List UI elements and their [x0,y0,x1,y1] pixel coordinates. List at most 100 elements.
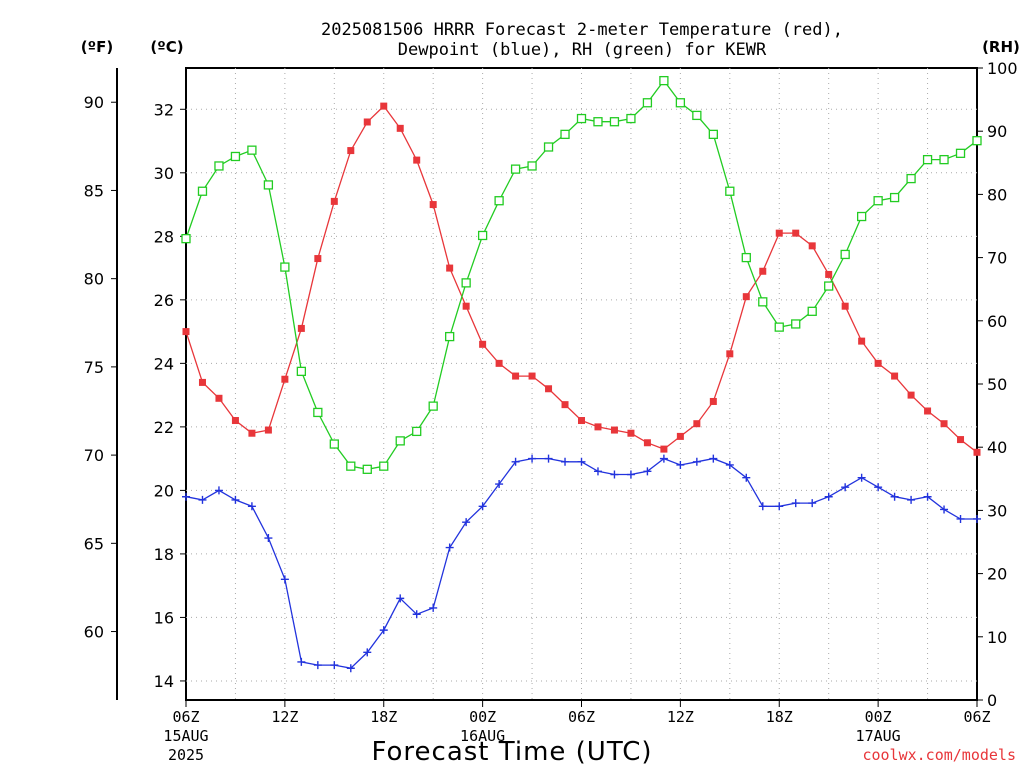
rh-axis-tick-label: 0 [987,691,997,710]
rh-point [774,322,784,332]
temperature-point [281,375,289,383]
dewpoint-point [610,470,619,479]
series-dewpoint [182,454,981,673]
dewpoint-point [857,473,866,482]
temperature-point [297,324,305,332]
temperature-point [495,359,503,367]
dewpoint-point [956,514,965,523]
temperature-point [693,420,701,428]
dewpoint-point [923,492,932,501]
temperature-point [545,385,553,393]
temperature-point [380,102,388,110]
temperature-point [808,242,816,250]
f-axis-tick-label: 75 [84,358,104,377]
x-axis-date-label: 15AUG [163,727,208,745]
rh-point [461,278,471,288]
temperature-point [676,432,684,440]
temperature-point [347,147,355,155]
dewpoint-point [528,454,537,463]
temperature-point [627,429,635,437]
rh-axis-tick-label: 80 [987,185,1007,204]
rh-axis-tick-label: 100 [987,59,1018,78]
rh-point [659,75,669,86]
rh-point [955,148,966,158]
gridlines [186,68,977,700]
temperature-point [874,359,882,367]
temperature-point [446,264,454,272]
rh-point [412,426,422,437]
rh-point [543,142,554,152]
c-axis-tick-label: 18 [154,545,174,564]
rh-point [560,129,570,140]
rh-point [642,98,653,108]
temperature-point [330,197,338,205]
temperature-point [841,302,849,310]
rh-axis-tick-label: 60 [987,312,1007,331]
x-axis-date-label: 16AUG [460,727,505,745]
c-axis-tick-label: 14 [154,672,174,691]
left-axis-c-unit: (ºC) [150,38,183,56]
dewpoint-point [659,454,668,463]
rh-point [791,319,801,329]
temperature-point [561,401,569,409]
dewpoint-point [593,467,602,476]
f-axis-tick-label: 85 [84,181,104,200]
rh-point [313,407,323,418]
series-layer [181,75,982,673]
dewpoint-point [214,486,223,495]
temperature-point [643,439,651,447]
dewpoint-point [791,499,800,508]
temperature-point [215,394,223,402]
temperature-point [479,340,487,348]
rh-point [576,113,587,124]
series-rh [181,75,982,474]
rh-point [939,154,949,165]
x-axis-tick-label: 00Z [865,708,892,726]
rh-point [494,196,504,206]
credit-label: coolwx.com/models [862,746,1016,764]
rh-axis-tick-label: 40 [987,438,1007,457]
dewpoint-point [692,457,701,466]
axis-ticks-and-labels: 14 16 18 20 22 24 26 28 30 32 60 65 70 75 80 85 90 0 10 20 3… [84,59,1018,764]
rh-point [741,252,751,263]
left-axis-f-unit: (ºF) [81,38,113,56]
rh-point [181,233,191,244]
temperature-point [429,201,437,209]
temperature-point [610,426,618,434]
dewpoint-point [709,454,718,463]
temperature-point [825,270,833,278]
temperature-point [314,255,322,263]
rh-point [593,117,603,127]
temperature-point [578,417,585,425]
c-axis-tick-label: 30 [154,164,174,183]
rh-axis-tick-label: 20 [987,565,1007,584]
rh-point [296,366,307,377]
temperature-point [759,267,767,275]
rh-axis-tick-label: 90 [987,122,1007,141]
dewpoint-point [495,480,504,489]
rh-point [280,262,290,272]
dewpoint-point [725,460,734,469]
rh-point [856,211,867,222]
temperature-point [891,372,899,380]
temperature-point [198,378,206,386]
dewpoint-point [874,483,883,492]
dewpoint-point [346,664,355,673]
rh-point [346,461,356,471]
dewpoint-point [478,502,487,511]
dewpoint-point [297,657,306,666]
dewpoint-point [412,610,421,619]
temperature-point [413,156,421,164]
x-axis-tick-label: 06Z [172,708,199,726]
dewpoint-point [561,457,570,466]
x-axis-year-label: 2025 [168,746,204,764]
x-axis-tick-label: 12Z [271,708,298,726]
f-axis-tick-label: 80 [84,270,104,289]
rh-point [972,136,982,146]
temperature-point [924,407,932,415]
dewpoint-point [940,505,949,514]
rh-point [725,186,735,196]
temperature-point [528,372,536,380]
series-temperature [182,102,981,456]
